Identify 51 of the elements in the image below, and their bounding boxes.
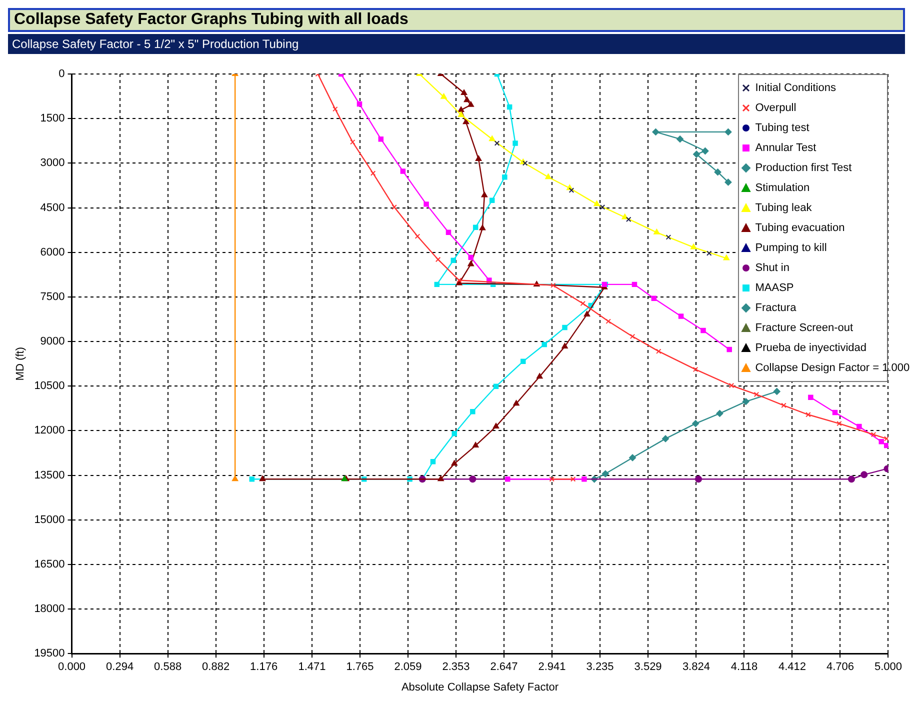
x-tick-label: 0.000 bbox=[58, 661, 86, 674]
legend-label: MAASP bbox=[755, 282, 794, 294]
y-tick-label: 0 bbox=[58, 68, 65, 80]
y-axis-title: MD (ft) bbox=[14, 346, 27, 381]
y-tick-label: 6000 bbox=[40, 246, 65, 258]
y-tick-label: 3000 bbox=[40, 157, 65, 170]
x-tick-label: 4.412 bbox=[778, 661, 806, 674]
x-tick-label: 3.529 bbox=[634, 661, 662, 674]
legend-label: Tubing evacuation bbox=[755, 222, 845, 234]
x-tick-label: 3.235 bbox=[586, 661, 614, 674]
legend-label: Initial Conditions bbox=[755, 82, 836, 94]
y-tick-label: 10500 bbox=[34, 380, 65, 392]
x-tick-label: 2.941 bbox=[538, 661, 566, 674]
legend-label: Shut in bbox=[755, 262, 790, 274]
x-tick-label: 3.824 bbox=[682, 661, 710, 674]
x-tick-label: 5.000 bbox=[874, 661, 902, 674]
legend-label: Production first Test bbox=[755, 162, 852, 174]
legend-label: Collapse Design Factor = 1.000 bbox=[755, 362, 910, 374]
y-tick-label: 19500 bbox=[34, 648, 65, 660]
legend-label: Fractura bbox=[755, 302, 796, 314]
x-tick-label: 1.471 bbox=[298, 661, 326, 674]
x-tick-label: 2.353 bbox=[442, 661, 470, 674]
y-tick-label: 18000 bbox=[34, 603, 65, 616]
legend-label: Stimulation bbox=[755, 182, 810, 194]
legend-label: Overpull bbox=[755, 102, 796, 114]
chart-subtitle: Collapse Safety Factor - 5 1/2" x 5" Production Tubing bbox=[8, 34, 905, 54]
x-tick-label: 0.882 bbox=[202, 661, 230, 674]
x-tick-label: 2.059 bbox=[394, 661, 422, 674]
y-tick-label: 4500 bbox=[40, 202, 65, 214]
y-tick-label: 9000 bbox=[40, 336, 65, 348]
x-tick-label: 2.647 bbox=[490, 661, 518, 674]
legend-label: Annular Test bbox=[755, 142, 816, 154]
x-tick-label: 4.118 bbox=[730, 661, 758, 674]
x-tick-label: 0.588 bbox=[154, 661, 182, 674]
legend-label: Tubing test bbox=[755, 122, 810, 134]
y-tick-label: 13500 bbox=[34, 469, 65, 482]
legend-label: Fracture Screen-out bbox=[755, 322, 854, 334]
legend-label: Tubing leak bbox=[755, 202, 812, 214]
x-tick-label: 4.706 bbox=[826, 661, 854, 674]
legend-label: Prueba de inyectividad bbox=[755, 342, 867, 354]
y-tick-label: 12000 bbox=[34, 424, 65, 437]
y-tick-label: 15000 bbox=[34, 514, 65, 526]
x-tick-label: 1.176 bbox=[250, 661, 278, 674]
legend-label: Pumping to kill bbox=[755, 242, 827, 254]
y-tick-label: 1500 bbox=[40, 112, 65, 125]
x-tick-label: 1.765 bbox=[346, 661, 374, 674]
x-tick-label: 0.294 bbox=[106, 661, 134, 674]
chart-title: Collapse Safety Factor Graphs Tubing with all loads bbox=[8, 8, 905, 32]
y-tick-label: 16500 bbox=[34, 558, 65, 570]
y-tick-label: 7500 bbox=[40, 290, 65, 303]
x-axis-title: Absolute Collapse Safety Factor bbox=[401, 681, 559, 694]
